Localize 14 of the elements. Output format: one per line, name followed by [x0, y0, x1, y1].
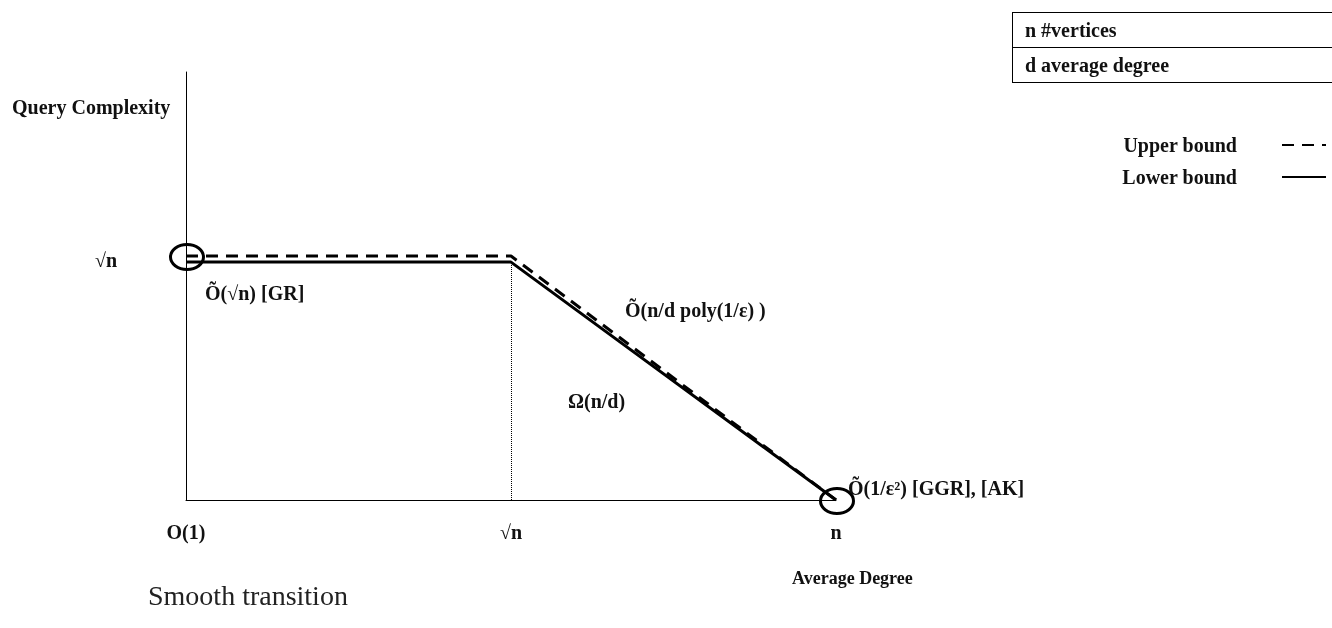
annotation: Õ(1/ε²) [GGR], [AK]: [848, 477, 1025, 500]
x-tick-label: √n: [499, 521, 523, 543]
x-tick-label: n: [830, 521, 842, 543]
legend-label: Lower bound: [1122, 166, 1237, 188]
key-table: n #vertices d average degree: [1012, 12, 1332, 83]
annotation: Ω(n/d): [568, 390, 626, 413]
text: √n: [95, 249, 118, 273]
annotation: Õ(√n) [GR]: [205, 282, 305, 306]
text: Smooth transition: [148, 580, 348, 612]
annotation: Õ(n/d poly(1/ε) ): [625, 299, 766, 322]
legend-label: Upper bound: [1123, 134, 1237, 157]
x-axis-title: Average Degree: [792, 568, 913, 589]
x-tick-label: O(1): [166, 521, 206, 544]
text: Query Complexity: [12, 95, 172, 121]
